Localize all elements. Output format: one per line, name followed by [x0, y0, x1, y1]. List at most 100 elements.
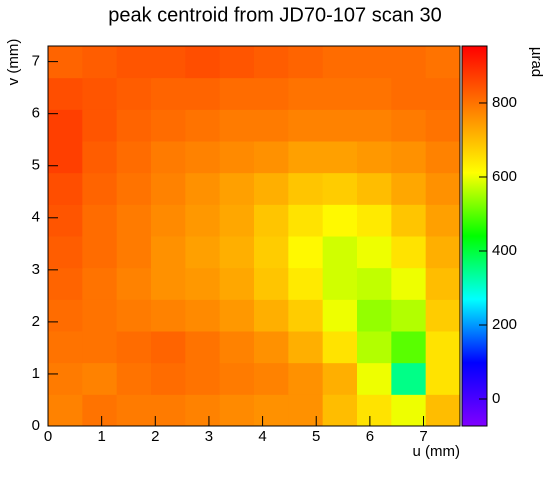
heatmap-cell [322, 299, 358, 332]
heatmap-cell [48, 204, 83, 237]
y-tick-label: 5 [32, 157, 40, 174]
heatmap-cell [357, 267, 392, 300]
heatmap-cell [391, 77, 427, 110]
heatmap-cell [425, 204, 461, 237]
heatmap-cell [48, 172, 83, 205]
heatmap-cell [322, 331, 358, 364]
x-tick-label: 2 [151, 428, 159, 445]
y-tick-label: 4 [32, 209, 40, 226]
heatmap-cell [82, 267, 118, 300]
x-tick-label: 4 [258, 428, 266, 445]
heatmap-cell [391, 46, 427, 79]
heatmap-cell [322, 172, 358, 205]
heatmap-cell [254, 362, 289, 395]
heatmap-cell [82, 236, 118, 269]
heatmap-cell [357, 46, 392, 79]
heatmap-cell [151, 394, 186, 427]
heatmap-cell [425, 236, 461, 269]
heatmap-cell [254, 46, 289, 79]
heatmap-cell [185, 394, 221, 427]
heatmap-cell [357, 109, 392, 142]
heatmap-cell [82, 141, 118, 174]
heatmap-cell [116, 46, 152, 79]
heatmap-cell [357, 394, 392, 427]
heatmap-cell [357, 204, 392, 237]
heatmap-cell [219, 172, 255, 205]
y-axis-label: v (mm) [5, 39, 22, 86]
heatmap-cell [288, 362, 324, 395]
heatmap-cell [185, 77, 221, 110]
heatmap-cell [185, 331, 221, 364]
x-tick-label: 0 [44, 428, 52, 445]
heatmap-cell [185, 141, 221, 174]
heatmap-cell [185, 204, 221, 237]
heatmap-cell [391, 362, 427, 395]
heatmap-cell [322, 236, 358, 269]
x-tick-label: 6 [366, 428, 374, 445]
heatmap-cell [425, 109, 461, 142]
heatmap-cell [116, 204, 152, 237]
heatmap-cell [116, 331, 152, 364]
heatmap-cell [219, 109, 255, 142]
heatmap-cell [288, 299, 324, 332]
heatmap-cell [219, 46, 255, 79]
heatmap-cell [425, 394, 461, 427]
x-tick-label: 5 [312, 428, 320, 445]
heatmap-cell [185, 172, 221, 205]
heatmap-cell [219, 204, 255, 237]
z-tick-label: 0 [492, 390, 500, 407]
heatmap-cell [391, 299, 427, 332]
heatmap-cell [82, 77, 118, 110]
heatmap-cell [254, 267, 289, 300]
heatmap-cell [254, 204, 289, 237]
heatmap-cell [116, 267, 152, 300]
heatmap-cell [48, 331, 83, 364]
heatmap-cell [254, 299, 289, 332]
heatmap-cell [82, 172, 118, 205]
heatmap-cell [48, 236, 83, 269]
heatmap-cell [219, 394, 255, 427]
heatmap-cell [322, 109, 358, 142]
heatmap-cell [357, 172, 392, 205]
heatmap-cell [425, 362, 461, 395]
heatmap-cell [116, 394, 152, 427]
heatmap-cell [391, 267, 427, 300]
heatmap-cell [185, 236, 221, 269]
heatmap-cell [391, 204, 427, 237]
heatmap-cell [219, 331, 255, 364]
heatmap-cell [219, 362, 255, 395]
heatmap-cell [288, 236, 324, 269]
heatmap-cell [288, 46, 324, 79]
heatmap-cell [254, 172, 289, 205]
heatmap-cell [322, 204, 358, 237]
heatmap-cell [48, 77, 83, 110]
heatmap-cell [151, 362, 186, 395]
heatmap-cell [357, 362, 392, 395]
heatmap-cell [357, 141, 392, 174]
heatmap-cell [322, 141, 358, 174]
z-tick-label: 200 [492, 316, 517, 333]
heatmap-cell [288, 77, 324, 110]
x-tick-label: 1 [97, 428, 105, 445]
heatmap-cell [116, 109, 152, 142]
heatmap-cell [288, 267, 324, 300]
heatmap-cell [48, 267, 83, 300]
heatmap-cell [391, 236, 427, 269]
heatmap-cell [116, 141, 152, 174]
heatmap-cell [185, 109, 221, 142]
heatmap-cell [116, 362, 152, 395]
heatmap-cell [219, 299, 255, 332]
heatmap-cell [391, 331, 427, 364]
heatmap-cell [48, 362, 83, 395]
heatmap-cell [357, 331, 392, 364]
y-tick-label: 6 [32, 105, 40, 122]
y-tick-label: 0 [32, 417, 40, 434]
heatmap-cell [288, 141, 324, 174]
heatmap-cell [82, 362, 118, 395]
heatmap-cell [151, 331, 186, 364]
heatmap-cell [116, 299, 152, 332]
heatmap-cell [185, 362, 221, 395]
color-bar [461, 45, 488, 427]
heatmap-cell [357, 299, 392, 332]
heatmap-cell [219, 267, 255, 300]
